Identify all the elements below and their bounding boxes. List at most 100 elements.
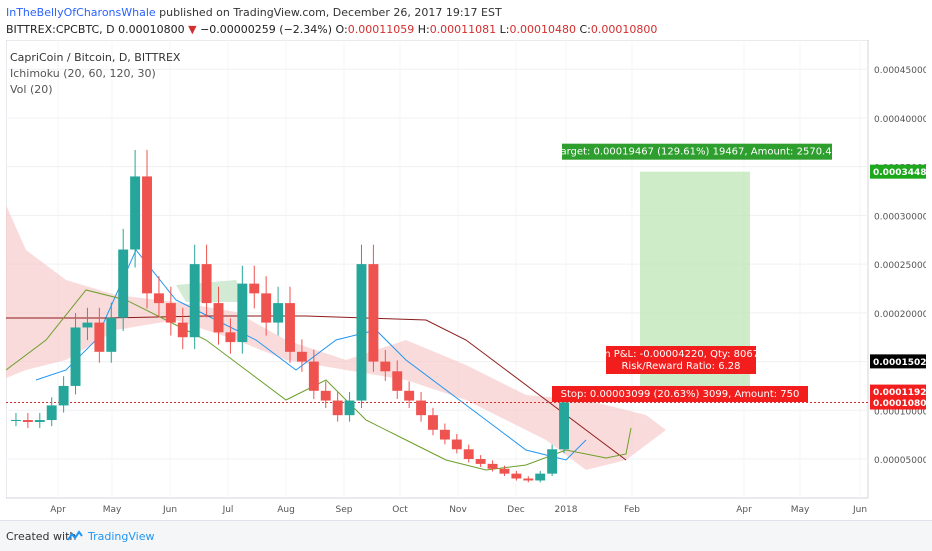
pnl-label-text: Open P&L: -0.00004220, Qty: 8067118 (584, 349, 778, 360)
candle-body (296, 351, 307, 362)
price-tag: 0.00010800 (870, 395, 932, 410)
chart-frame[interactable]: 0.000050000.000100000.000150000.00020000… (5, 39, 932, 520)
candle-body (106, 317, 117, 352)
y-tick-label: 0.00045000 (874, 66, 926, 76)
candle-body (487, 463, 498, 469)
price-tag-label: 0.00010800 (873, 399, 926, 409)
high-value: 0.00011081 (429, 23, 497, 36)
candle-body (308, 361, 319, 391)
candle-body (356, 264, 367, 401)
candle-body (201, 264, 212, 304)
x-tick-label: Sep (336, 505, 353, 515)
x-tick-label: Apr (736, 505, 752, 515)
candles (11, 149, 569, 483)
candle-body (82, 322, 93, 328)
stop-label: Stop: 0.00003099 (20.63%) 3099, Amount: … (552, 386, 808, 402)
chart-header: InTheBellyOfCharonsWhale published on Tr… (0, 0, 932, 40)
candle-body (535, 473, 546, 481)
candle-body (273, 303, 284, 323)
candle-body (34, 420, 45, 422)
x-tick-label: Aug (277, 505, 295, 515)
candle-body (130, 176, 141, 250)
candle-body (368, 264, 379, 362)
x-tick-label: Jul (222, 505, 234, 515)
x-tick-label: Jun (852, 505, 867, 515)
candle-body (70, 327, 81, 386)
publish-line: InTheBellyOfCharonsWhale published on Tr… (6, 6, 502, 19)
pnl-label-text: Risk/Reward Ratio: 6.28 (621, 361, 740, 372)
legend-title: CapriCoin / Bitcoin, D, BITTREX (10, 51, 181, 64)
x-tick-label: Jun (162, 505, 177, 515)
y-tick-label: 0.00005000 (874, 456, 926, 466)
candle-body (261, 293, 272, 323)
tradingview-link[interactable]: TradingView (88, 530, 155, 543)
candle-body (332, 400, 343, 416)
created-with: Created with (6, 530, 77, 543)
low-value: 0.00010480 (509, 23, 576, 36)
price-tag: 0.00011921 (870, 384, 932, 399)
candle-body (213, 303, 224, 333)
conversion-line (35, 249, 587, 461)
x-tick-label: Nov (449, 505, 467, 515)
candle-body (428, 415, 438, 430)
y-tick-label: 0.00010000 (874, 407, 926, 417)
x-tick-label: May (791, 505, 810, 515)
candle-body (58, 385, 69, 406)
price-tag-label: 0.00011921 (873, 388, 926, 398)
candle-body (404, 390, 415, 401)
y-tick-label: 0.00020000 (874, 310, 926, 320)
change-arrow-icon: ▼ (188, 23, 197, 36)
candle-body (118, 249, 129, 318)
candle-body (475, 459, 486, 464)
candle-body (499, 468, 510, 474)
last-price: 0.00010800 (118, 23, 185, 36)
tradingview-logo-icon (67, 530, 83, 541)
candle-body (511, 473, 522, 479)
candle-body (559, 402, 569, 450)
candle-body (22, 420, 33, 422)
x-tick-label: 2018 (555, 505, 578, 515)
close-value: 0.00010800 (590, 23, 658, 36)
footer: Created with TradingView (0, 520, 932, 551)
ohlc-line: BITTREX:CPCBTC, D 0.00010800 ▼ −0.000002… (6, 23, 657, 36)
candle-body (153, 293, 164, 304)
candle-body (46, 405, 57, 421)
y-tick-label: 0.00040000 (874, 115, 926, 125)
price-tag-bg (870, 395, 926, 410)
candle-body (451, 439, 462, 450)
y-tick-label: 0.00030000 (874, 212, 926, 222)
cloud-bearish (6, 205, 666, 470)
x-tick-label: May (103, 505, 122, 515)
candle-body (177, 322, 188, 338)
target-label-bg (562, 143, 832, 160)
author-link[interactable]: InTheBellyOfCharonsWhale (6, 6, 156, 19)
annotations: Target: 0.00019467 (129.61%) 19467, Amou… (552, 143, 838, 402)
change-value: −0.00000259 (−2.34%) (200, 23, 333, 36)
low-label: L: (499, 23, 510, 36)
candle-body (225, 332, 236, 343)
candle-body (285, 303, 295, 352)
x-tick-label: Feb (624, 505, 640, 515)
candle-body (237, 283, 248, 343)
stop-label-text: Stop: 0.00003099 (20.63%) 3099, Amount: … (561, 389, 800, 400)
candle-body (142, 176, 152, 294)
candle-body (416, 400, 427, 416)
legend-ichimoku: Ichimoku (20, 60, 120, 30) (10, 67, 156, 80)
candle-body (439, 429, 450, 440)
open-label: O: (335, 23, 348, 36)
price-chart[interactable]: 0.000050000.000100000.000150000.00020000… (5, 39, 932, 520)
x-tick-label: Apr (50, 505, 66, 515)
legend-vol: Vol (20) (10, 83, 53, 96)
candle-body (344, 400, 355, 416)
candle-body (165, 303, 176, 323)
legend: CapriCoin / Bitcoin, D, BITTREX Ichimoku… (10, 51, 181, 96)
target-label-text: Target: 0.00019467 (129.61%) 19467, Amou… (555, 147, 838, 158)
target-label: Target: 0.00019467 (129.61%) 19467, Amou… (555, 143, 838, 160)
x-tick-label: Dec (507, 505, 524, 515)
candle-body (463, 449, 474, 460)
candle-body (320, 390, 331, 401)
candle-body (523, 478, 534, 481)
published-text: published on TradingView.com, December 2… (159, 6, 502, 19)
